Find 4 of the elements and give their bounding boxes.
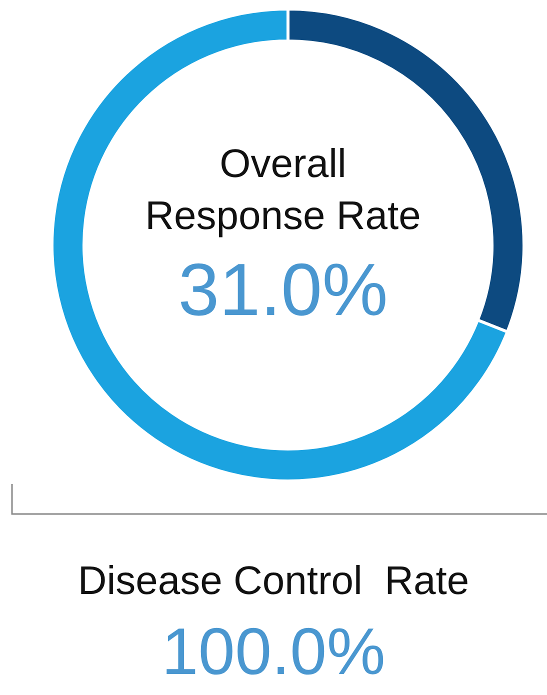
text: 31.0% [177, 247, 389, 333]
text: Disease Control Rate [76, 558, 470, 605]
text: 100.0% [160, 613, 386, 690]
text: Overall Response Rate [144, 141, 422, 240]
